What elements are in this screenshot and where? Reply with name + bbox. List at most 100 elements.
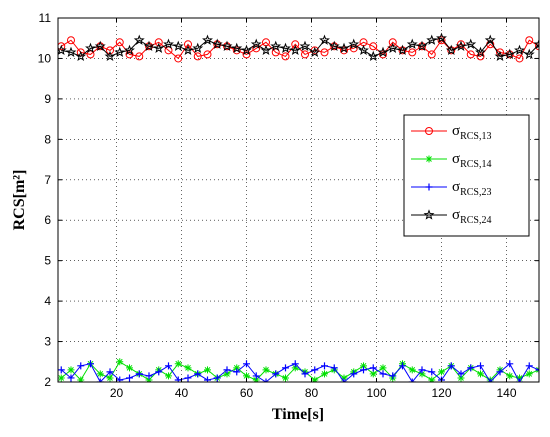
series-rcs-23 bbox=[58, 360, 539, 382]
data-point-rcs-23 bbox=[516, 378, 523, 382]
data-point-rcs-13 bbox=[437, 36, 446, 45]
data-point-rcs-24 bbox=[475, 46, 486, 58]
data-point-rcs-14 bbox=[106, 374, 114, 382]
data-point-rcs-24 bbox=[133, 34, 145, 45]
legend-label-subscript: RCS,13 bbox=[460, 131, 491, 142]
data-point-rcs-14 bbox=[116, 358, 124, 366]
y-tick-label: 2 bbox=[44, 375, 51, 389]
legend-label-symbol: σ bbox=[452, 123, 460, 139]
data-point-rcs-24 bbox=[172, 40, 184, 51]
data-point-rcs-24 bbox=[124, 44, 135, 55]
data-point-rcs-24 bbox=[241, 44, 252, 55]
data-point-rcs-14 bbox=[516, 374, 523, 382]
data-point-rcs-14 bbox=[418, 370, 426, 378]
data-point-rcs-24 bbox=[494, 50, 506, 62]
data-point-rcs-23 bbox=[194, 370, 202, 378]
data-point-rcs-13 bbox=[58, 42, 66, 51]
x-tick-label: 120 bbox=[431, 386, 451, 400]
data-point-rcs-23 bbox=[467, 364, 475, 372]
data-point-rcs-13 bbox=[408, 48, 417, 57]
data-point-rcs-24 bbox=[104, 50, 116, 62]
data-point-rcs-14 bbox=[67, 366, 75, 374]
data-point-rcs-23 bbox=[126, 374, 133, 382]
data-point-rcs-13 bbox=[193, 52, 202, 61]
data-point-rcs-14 bbox=[525, 370, 533, 378]
data-point-rcs-23 bbox=[106, 368, 114, 376]
legend-item-rcs-24: σRCS,24 bbox=[411, 207, 492, 226]
data-point-rcs-14 bbox=[506, 372, 514, 380]
data-point-rcs-23 bbox=[340, 378, 348, 382]
legend-item-rcs-23: σRCS,23 bbox=[411, 179, 492, 198]
data-point-rcs-24 bbox=[445, 44, 457, 55]
y-tick-label: 3 bbox=[44, 335, 51, 349]
data-point-rcs-23 bbox=[291, 360, 299, 368]
data-point-rcs-13 bbox=[291, 40, 300, 49]
data-point-rcs-24 bbox=[280, 42, 291, 53]
y-tick-label: 8 bbox=[44, 132, 51, 146]
data-point-rcs-13 bbox=[232, 46, 241, 55]
data-point-rcs-14 bbox=[145, 376, 153, 382]
data-point-rcs-24 bbox=[75, 50, 87, 62]
data-point-rcs-13 bbox=[525, 36, 534, 45]
axis-ticks: 20 40 60 80 100 120 140 2 3 4 5 6 7 8 9 10 11 bbox=[38, 11, 539, 400]
y-tick-label: 7 bbox=[44, 173, 51, 187]
data-point-rcs-24 bbox=[377, 46, 389, 58]
data-point-rcs-23 bbox=[67, 374, 75, 382]
data-point-rcs-23 bbox=[272, 370, 280, 378]
data-point-rcs-13 bbox=[340, 46, 348, 55]
data-point-rcs-24 bbox=[455, 40, 467, 51]
data-point-rcs-23 bbox=[535, 366, 539, 374]
data-point-rcs-13 bbox=[86, 50, 95, 59]
data-point-rcs-13 bbox=[369, 42, 378, 51]
data-point-rcs-13 bbox=[164, 46, 173, 55]
data-point-rcs-14 bbox=[262, 366, 270, 374]
data-point-rcs-24 bbox=[328, 40, 340, 51]
legend-marker-rcs-14 bbox=[425, 155, 433, 163]
data-point-rcs-14 bbox=[233, 364, 241, 372]
data-point-rcs-14 bbox=[204, 366, 211, 374]
data-point-rcs-14 bbox=[282, 374, 289, 382]
data-point-rcs-24 bbox=[319, 34, 330, 45]
data-point-rcs-23 bbox=[418, 366, 426, 374]
data-point-rcs-23 bbox=[379, 370, 387, 378]
data-point-rcs-13 bbox=[535, 42, 539, 51]
data-point-rcs-24 bbox=[436, 32, 447, 43]
x-tick-label: 80 bbox=[305, 386, 319, 400]
data-point-rcs-14 bbox=[291, 364, 299, 372]
data-point-rcs-14 bbox=[165, 372, 172, 380]
data-point-rcs-14 bbox=[321, 370, 328, 378]
data-point-rcs-23 bbox=[96, 378, 104, 382]
data-point-rcs-24 bbox=[358, 44, 369, 55]
data-point-rcs-23 bbox=[496, 368, 504, 376]
data-point-rcs-24 bbox=[406, 38, 418, 49]
legend-marker-rcs-24 bbox=[423, 209, 435, 220]
data-point-rcs-14 bbox=[252, 376, 260, 382]
data-point-rcs-23 bbox=[135, 370, 143, 378]
data-point-rcs-24 bbox=[504, 48, 516, 60]
y-tick-label: 9 bbox=[44, 92, 51, 106]
data-point-rcs-24 bbox=[533, 38, 539, 49]
series-rcs-24 bbox=[58, 32, 539, 62]
data-point-rcs-23 bbox=[330, 364, 338, 372]
x-tick-label: 60 bbox=[240, 386, 254, 400]
data-point-rcs-23 bbox=[428, 368, 436, 376]
data-point-rcs-24 bbox=[114, 46, 126, 58]
data-point-rcs-14 bbox=[428, 376, 436, 382]
data-point-rcs-23 bbox=[311, 366, 319, 374]
data-point-rcs-14 bbox=[408, 366, 416, 374]
data-point-rcs-13 bbox=[466, 50, 475, 59]
data-point-rcs-23 bbox=[447, 362, 455, 370]
data-point-rcs-14 bbox=[77, 376, 85, 382]
series-layer bbox=[58, 32, 539, 382]
data-point-rcs-24 bbox=[182, 44, 194, 55]
data-point-rcs-24 bbox=[192, 42, 204, 53]
data-point-rcs-13 bbox=[125, 50, 134, 59]
plot-frame bbox=[57, 17, 540, 383]
data-point-rcs-23 bbox=[174, 376, 182, 382]
data-point-rcs-24 bbox=[416, 40, 428, 51]
data-point-rcs-13 bbox=[271, 48, 280, 57]
data-point-rcs-23 bbox=[77, 362, 85, 370]
legend-label-symbol: σ bbox=[452, 207, 460, 223]
data-point-rcs-23 bbox=[282, 364, 289, 372]
